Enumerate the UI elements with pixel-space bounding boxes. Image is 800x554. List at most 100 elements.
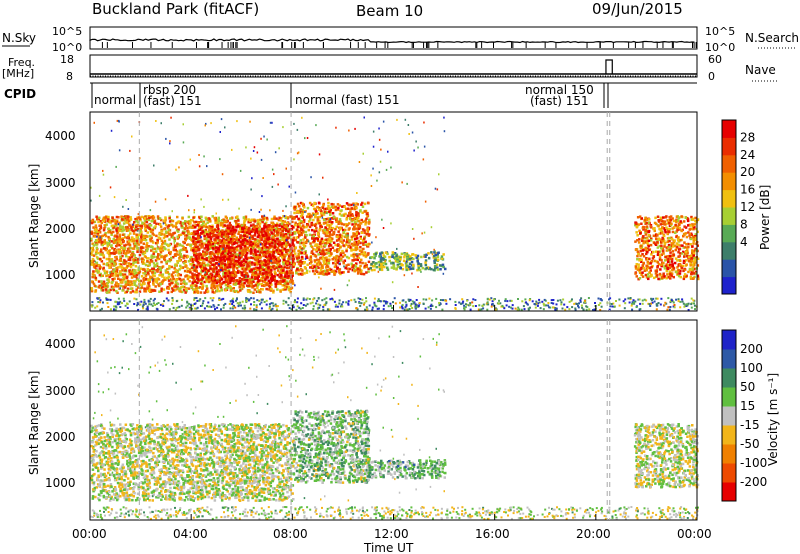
echo-cell — [660, 253, 663, 256]
echo-cell — [233, 290, 237, 293]
echo-cell — [417, 262, 420, 265]
echo-cell — [336, 203, 340, 206]
echo-cell — [352, 234, 355, 238]
echo-cell — [234, 279, 237, 282]
echo-cell — [130, 272, 133, 276]
echo-cell — [274, 282, 277, 285]
echo-cell — [270, 275, 274, 279]
echo-cell — [264, 267, 268, 271]
echo-cell — [433, 261, 436, 265]
echo-cell — [205, 264, 208, 267]
echo-cell — [658, 232, 661, 235]
echo-cell — [316, 232, 320, 236]
echo-cell — [342, 239, 345, 242]
echo-cell — [298, 221, 301, 225]
echo-cell — [91, 253, 94, 257]
echo-cell — [275, 266, 278, 270]
echo-cell — [228, 281, 232, 285]
echo-cell — [194, 244, 198, 247]
echo-cell — [248, 232, 252, 235]
echo-cell — [267, 288, 270, 291]
echo-cell — [264, 243, 267, 246]
echo-cell — [231, 265, 234, 269]
echo-cell — [260, 260, 263, 263]
echo-cell — [365, 221, 368, 224]
echo-cell — [128, 224, 132, 227]
echo-cell — [326, 234, 329, 238]
echo-cell — [249, 290, 252, 294]
echo-cell — [151, 273, 155, 277]
echo-cell — [396, 260, 399, 263]
echo-cell — [339, 253, 343, 257]
echo-cell — [391, 255, 394, 258]
echo-cell — [254, 238, 257, 241]
echo-cell — [302, 241, 305, 244]
echo-cell — [127, 242, 130, 245]
echo-cell — [156, 247, 159, 250]
echo-cell — [205, 289, 208, 292]
echo-cell — [195, 290, 198, 293]
echo-cell — [655, 237, 658, 241]
echo-cell — [139, 250, 142, 254]
echo-cell — [268, 285, 272, 289]
echo-cell — [239, 251, 243, 255]
echo-cell — [107, 215, 110, 219]
echo-cell — [316, 238, 319, 241]
echo-cell — [168, 217, 171, 220]
echo-cell — [638, 271, 642, 274]
echo-cell — [259, 263, 262, 267]
echo-cell — [167, 224, 171, 227]
echo-cell — [324, 269, 327, 272]
echo-cell — [268, 237, 271, 241]
echo-cell — [175, 278, 179, 281]
echo-cell — [317, 201, 321, 205]
echo-cell — [346, 238, 350, 241]
echo-cell — [313, 207, 317, 211]
echo-cell — [206, 290, 210, 293]
echo-cell — [126, 228, 129, 232]
echo-cell — [255, 269, 259, 272]
echo-cell — [105, 247, 108, 250]
echo-cell — [193, 258, 196, 262]
echo-cell — [246, 251, 249, 255]
echo-cell — [135, 236, 138, 239]
echo-cell — [288, 248, 292, 252]
echo-cell — [147, 289, 151, 293]
echo-cell — [216, 287, 219, 290]
echo-cell — [427, 256, 431, 260]
echo-cell — [170, 265, 174, 269]
echo-cell — [338, 212, 342, 216]
echo-cell — [366, 243, 370, 247]
echo-cell — [193, 280, 197, 283]
echo-cell — [258, 290, 261, 294]
echo-cell — [131, 250, 135, 254]
echo-cell — [160, 260, 163, 264]
echo-cell — [139, 283, 143, 287]
cpid-seg-3: normal (fast) 151 — [295, 93, 399, 107]
echo-cell — [355, 210, 358, 214]
echo-cell — [321, 240, 325, 244]
echo-cell — [319, 268, 323, 272]
echo-cell — [278, 241, 282, 244]
echo-cell — [226, 266, 229, 269]
echo-cell — [217, 275, 221, 278]
echo-cell — [301, 262, 304, 265]
echo-cell — [340, 214, 343, 217]
echo-cell — [148, 284, 151, 288]
echo-cell — [264, 260, 267, 263]
echo-cell — [363, 252, 367, 255]
echo-cell — [134, 242, 137, 245]
echo-cell — [213, 284, 216, 288]
echo-cell — [214, 240, 218, 244]
echo-cell — [266, 249, 270, 252]
echo-cell — [158, 274, 161, 277]
echo-cell — [138, 290, 142, 293]
echo-cell — [416, 254, 420, 258]
echo-cell — [139, 267, 143, 270]
echo-cell — [322, 222, 326, 225]
echo-cell — [198, 252, 201, 255]
echo-cell — [92, 226, 95, 229]
echo-cell — [352, 248, 355, 252]
echo-cell — [160, 289, 163, 293]
echo-cell — [106, 244, 109, 248]
